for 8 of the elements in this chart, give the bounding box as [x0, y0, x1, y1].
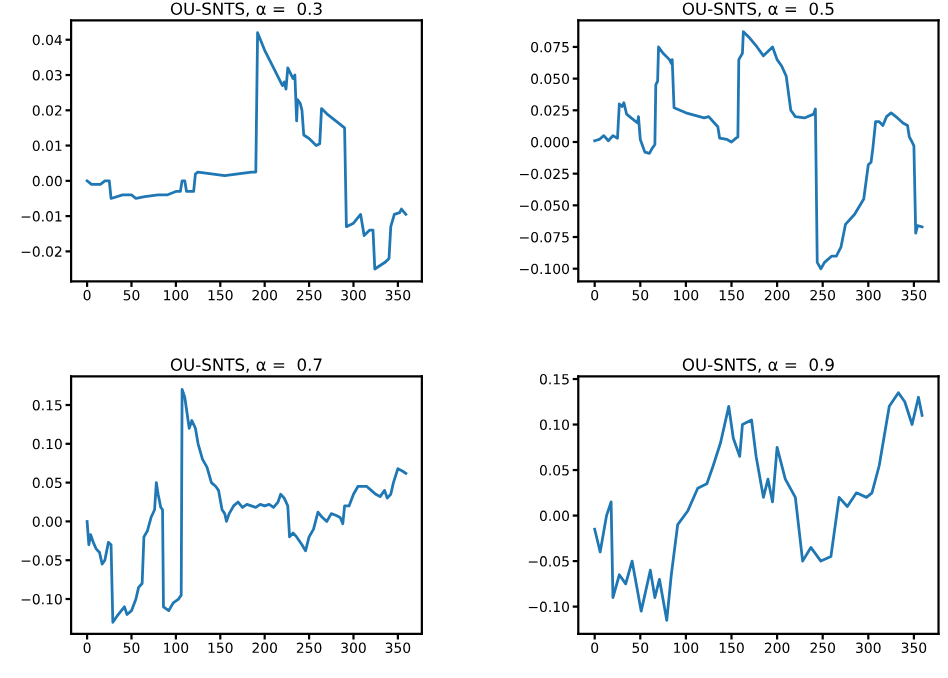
line-series: [85, 31, 408, 271]
line-series: [593, 30, 924, 271]
chart-title: OU-SNTS, α = 0.3: [170, 2, 322, 17]
chart-title: OU-SNTS, α = 0.7: [170, 358, 322, 373]
line-series: [593, 391, 924, 622]
line-series: [85, 388, 408, 624]
chart-title: OU-SNTS, α = 0.5: [682, 2, 834, 17]
chart-title: OU-SNTS, α = 0.9: [682, 358, 834, 373]
